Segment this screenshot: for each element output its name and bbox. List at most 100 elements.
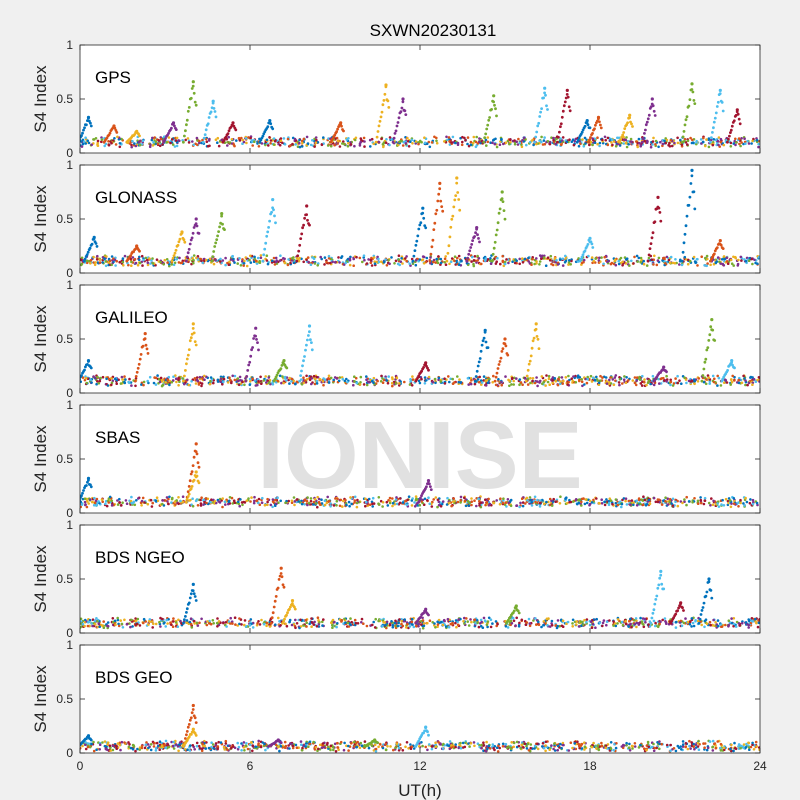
data-point — [480, 383, 483, 386]
data-point — [629, 503, 632, 507]
data-point — [426, 499, 429, 502]
data-point — [130, 145, 133, 149]
data-point — [633, 376, 637, 379]
data-point — [592, 498, 595, 502]
data-point — [640, 384, 644, 387]
data-point — [437, 192, 441, 196]
data-point — [630, 259, 633, 263]
data-point — [628, 619, 631, 623]
data-point — [684, 224, 688, 228]
data-point — [192, 91, 196, 95]
data-point — [602, 619, 606, 622]
data-point — [624, 497, 628, 501]
data-point — [427, 496, 430, 500]
data-point — [420, 258, 424, 262]
data-point — [182, 140, 185, 144]
data-point — [196, 504, 200, 507]
data-point — [186, 353, 190, 357]
data-point — [401, 144, 405, 147]
data-point — [96, 139, 100, 143]
data-point — [323, 499, 327, 503]
data-point — [294, 143, 298, 146]
data-point — [732, 119, 736, 123]
data-point — [674, 626, 678, 629]
data-point — [480, 381, 484, 384]
data-point — [484, 620, 487, 623]
data-point — [319, 255, 323, 259]
data-point — [186, 495, 190, 498]
data-point — [394, 498, 398, 501]
data-point — [384, 258, 388, 261]
data-point — [712, 262, 716, 266]
y-axis-label: S4 Index — [31, 65, 50, 133]
data-point — [699, 501, 703, 505]
data-point — [474, 140, 478, 144]
data-point — [303, 503, 306, 506]
data-point — [182, 238, 186, 242]
data-point — [110, 255, 114, 258]
data-point — [538, 115, 542, 118]
data-point — [725, 138, 728, 142]
data-point — [669, 138, 673, 142]
data-point — [299, 374, 302, 377]
data-point — [280, 381, 283, 385]
data-point — [81, 491, 84, 495]
data-point — [150, 259, 153, 262]
data-point — [542, 139, 546, 142]
data-point — [272, 208, 275, 212]
data-point — [360, 621, 363, 624]
data-point — [560, 115, 564, 119]
data-point — [265, 254, 269, 257]
data-point — [99, 376, 102, 380]
data-point — [717, 143, 720, 147]
data-point — [205, 140, 209, 143]
data-point — [622, 142, 626, 145]
data-point — [334, 497, 337, 500]
data-point — [451, 500, 455, 503]
data-point — [350, 502, 353, 506]
data-point — [676, 504, 680, 508]
data-point — [614, 263, 618, 267]
data-point — [313, 382, 317, 386]
data-point — [701, 374, 705, 377]
data-point — [428, 145, 432, 149]
data-point — [634, 140, 638, 143]
data-point — [85, 499, 89, 503]
data-point — [219, 377, 223, 381]
data-point — [714, 261, 718, 265]
data-point — [118, 142, 122, 145]
data-point — [227, 135, 230, 139]
data-point — [564, 497, 567, 500]
data-point — [151, 501, 154, 505]
data-point — [194, 343, 198, 347]
data-point — [146, 261, 150, 265]
data-point — [201, 377, 204, 380]
data-point — [609, 376, 612, 379]
data-point — [473, 379, 477, 383]
data-point — [190, 380, 193, 383]
data-point — [185, 118, 189, 122]
data-point — [195, 376, 199, 379]
data-point — [430, 245, 434, 249]
data-point — [509, 504, 513, 508]
data-point — [332, 504, 336, 507]
data-point — [166, 378, 170, 382]
data-point — [342, 140, 345, 143]
data-point — [646, 381, 650, 385]
data-point — [432, 498, 436, 501]
data-point — [414, 263, 418, 267]
data-point — [254, 259, 258, 263]
data-point — [453, 255, 457, 258]
data-point — [492, 138, 495, 142]
data-point — [506, 353, 510, 357]
data-point — [486, 346, 490, 349]
spike-peak-point — [86, 359, 91, 363]
data-point — [196, 624, 200, 627]
data-point — [477, 257, 481, 260]
data-point — [309, 338, 312, 342]
data-point — [84, 503, 87, 507]
spike-peak-point — [710, 318, 714, 322]
data-point — [503, 262, 507, 266]
